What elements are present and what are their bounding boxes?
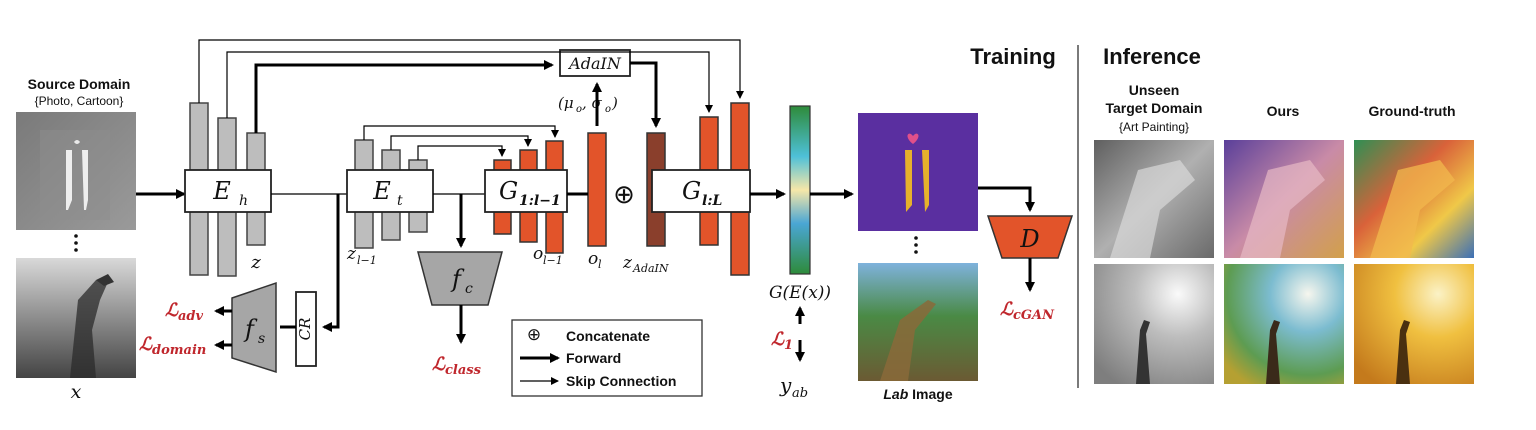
o-l1-label: o xyxy=(533,244,543,264)
inference-unseen-bottom xyxy=(1094,264,1214,384)
col1-line1: Unseen xyxy=(1129,82,1180,98)
mu-label: (μ xyxy=(558,94,574,112)
z-l1-subscript: l−1 xyxy=(357,254,377,267)
g2-subscript: l:L xyxy=(702,193,722,209)
ellipsis-dots-left xyxy=(74,234,78,252)
sigma-sub: o xyxy=(605,104,611,115)
lab-image-caption: Lab Image xyxy=(883,386,952,402)
concat-symbol: ⊕ xyxy=(613,179,635,209)
z-adain-subscript: AdaIN xyxy=(632,262,669,275)
mu-sigma-close: ) xyxy=(611,94,618,112)
inference-title: Inference xyxy=(1103,44,1201,69)
eh-label: E xyxy=(212,177,231,205)
cr-box xyxy=(295,291,317,367)
loss-domain-symbol: ℒ xyxy=(139,334,153,355)
inference-gt-top xyxy=(1354,140,1474,258)
o-l1-subscript: l−1 xyxy=(543,254,563,267)
z-label: z xyxy=(250,252,261,273)
skip-eh2-to-g2 xyxy=(226,51,713,118)
loss-adv-symbol: ℒ xyxy=(165,300,179,321)
loss-cgan-symbol: ℒ xyxy=(1000,299,1014,320)
z-l1-label: z xyxy=(346,244,357,264)
loss-class-symbol: ℒ xyxy=(432,354,446,375)
et-subscript: t xyxy=(397,193,403,209)
g2-label: G xyxy=(682,177,701,205)
input-x-label: x xyxy=(71,381,82,403)
ellipsis-dots-right xyxy=(914,236,918,254)
eh-encoder: E h xyxy=(184,102,272,277)
g1-generator: G 1:l−1 xyxy=(484,140,568,254)
fs-subscript: s xyxy=(258,331,265,347)
o-l-feature xyxy=(587,132,607,247)
et-label: E xyxy=(372,177,391,205)
col3-title: Ground-truth xyxy=(1368,103,1455,119)
g2-generator: G l:L xyxy=(651,102,751,276)
gex-output-feature xyxy=(789,105,811,275)
col1-line2: Target Domain xyxy=(1106,100,1203,116)
fc-subscript: c xyxy=(465,281,473,297)
legend-skip-label: Skip Connection xyxy=(566,373,676,389)
o-l-subscript: l xyxy=(598,258,602,271)
fc-head xyxy=(417,251,503,306)
inference-unseen-top xyxy=(1094,140,1214,258)
loss-class-subscript: class xyxy=(445,363,482,378)
arrow-output-to-d xyxy=(978,186,1035,212)
arrow-to-cr xyxy=(322,194,340,332)
inference-ours-top xyxy=(1224,140,1344,258)
source-domain-subtitle: {Photo, Cartoon} xyxy=(35,94,124,108)
g1-subscript: 1:l−1 xyxy=(519,193,561,209)
legend-concat-label: Concatenate xyxy=(566,328,650,344)
loss-l1-symbol: ℒ xyxy=(771,329,785,350)
adain-label: AdaIN xyxy=(567,54,622,73)
eh-subscript: h xyxy=(239,193,248,209)
source-image-cartoon xyxy=(16,112,136,230)
fs-head xyxy=(231,281,277,374)
skip-et3-to-g1 xyxy=(417,145,506,160)
lab-image xyxy=(858,263,978,381)
d-label: D xyxy=(1019,225,1039,253)
mu-sub: o xyxy=(576,104,582,115)
skip-eh1-to-g2 xyxy=(198,39,744,103)
sigma-label: , σ xyxy=(582,94,603,112)
inference-ours-bottom xyxy=(1224,264,1344,384)
yab-label: y xyxy=(779,373,792,397)
loss-l1-subscript: 1 xyxy=(784,338,793,353)
loss-domain-subscript: domain xyxy=(152,343,206,358)
skip-et2-to-g1 xyxy=(390,135,532,150)
loss-cgan-subscript: cGAN xyxy=(1013,308,1055,323)
legend: ⊕ Concatenate Forward Skip Connection xyxy=(511,319,703,397)
arrow-adain-to-zadain xyxy=(630,61,661,128)
o-l-label: o xyxy=(588,249,598,269)
gex-label: G(E(x)) xyxy=(769,283,831,303)
source-domain-title: Source Domain xyxy=(28,76,131,92)
source-image-photo xyxy=(16,258,136,378)
z-adain-label: z xyxy=(622,253,633,273)
skip-et1-to-g1 xyxy=(363,125,559,140)
cr-label: CR xyxy=(296,318,314,341)
training-title: Training xyxy=(970,44,1056,69)
inference-gt-bottom xyxy=(1354,264,1474,384)
et-encoder: E t xyxy=(346,139,434,249)
g1-label: G xyxy=(499,177,518,205)
arrow-z-to-adain xyxy=(254,60,554,133)
yab-subscript: ab xyxy=(792,386,808,401)
col1-line3: {Art Painting} xyxy=(1119,120,1189,134)
col2-title: Ours xyxy=(1267,103,1300,119)
output-image xyxy=(858,113,978,231)
loss-adv-subscript: adv xyxy=(178,309,204,324)
legend-forward-label: Forward xyxy=(566,350,621,366)
legend-concat-symbol: ⊕ xyxy=(527,325,541,344)
discriminator-head xyxy=(986,215,1074,259)
